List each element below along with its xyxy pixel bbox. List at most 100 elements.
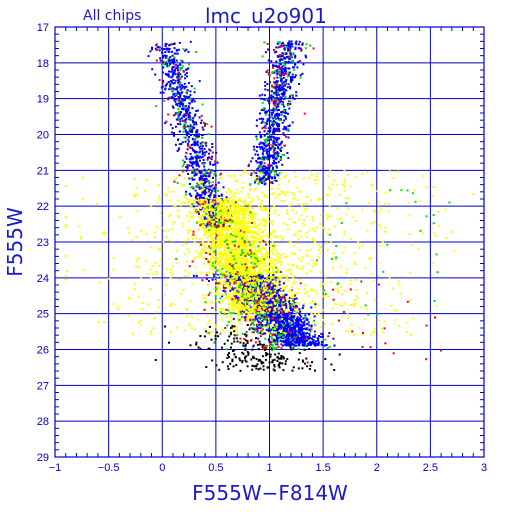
data-point — [264, 81, 267, 84]
data-point — [252, 214, 255, 217]
data-point — [203, 209, 206, 211]
data-point — [279, 332, 282, 335]
data-point — [272, 311, 275, 314]
data-point — [275, 112, 278, 115]
data-point — [271, 113, 273, 116]
data-point — [185, 133, 188, 135]
data-point — [171, 81, 173, 84]
data-point — [185, 166, 188, 169]
data-point — [278, 84, 281, 87]
data-point — [168, 75, 171, 78]
data-point — [241, 361, 244, 364]
data-point — [273, 152, 276, 155]
data-point — [248, 300, 251, 302]
data-point — [221, 243, 224, 246]
data-point — [256, 363, 259, 366]
data-point — [192, 120, 195, 123]
data-point — [179, 63, 182, 66]
data-point — [176, 90, 179, 93]
data-point — [195, 275, 198, 277]
data-point — [191, 100, 194, 103]
data-point — [262, 170, 265, 172]
data-point — [274, 296, 277, 299]
data-point — [264, 182, 267, 185]
data-point — [295, 333, 298, 336]
data-point — [222, 234, 225, 237]
data-point — [170, 61, 173, 64]
data-point — [235, 337, 238, 340]
data-point — [241, 247, 244, 250]
data-point — [259, 147, 262, 150]
data-point — [278, 137, 281, 140]
data-point — [230, 306, 233, 309]
data-point — [173, 82, 176, 85]
data-point — [275, 137, 278, 140]
data-point — [221, 307, 224, 310]
data-point — [210, 169, 213, 172]
data-point — [190, 155, 193, 158]
data-point — [290, 340, 293, 343]
data-point — [302, 265, 305, 267]
data-point — [185, 157, 188, 160]
data-point — [223, 286, 226, 289]
data-point — [206, 237, 209, 240]
data-point — [266, 241, 269, 244]
data-point — [272, 305, 275, 308]
data-point — [243, 244, 246, 247]
data-point — [283, 328, 286, 331]
data-point — [234, 291, 237, 294]
data-point — [295, 326, 298, 329]
data-point — [219, 211, 222, 214]
data-point — [166, 82, 169, 85]
data-point — [287, 60, 290, 63]
data-point — [204, 123, 207, 125]
data-point — [276, 109, 279, 112]
data-point — [297, 331, 300, 334]
data-point — [187, 96, 190, 99]
data-point — [290, 77, 292, 80]
data-point — [272, 65, 275, 68]
data-point — [273, 81, 276, 84]
data-point — [271, 313, 274, 316]
data-point — [290, 268, 293, 271]
data-point — [195, 130, 198, 133]
data-point — [285, 329, 288, 332]
data-point — [244, 253, 247, 256]
data-point — [247, 266, 250, 269]
data-point — [260, 135, 263, 138]
data-point — [236, 313, 239, 316]
data-point — [251, 253, 254, 256]
data-point — [184, 77, 186, 80]
data-point — [211, 189, 213, 192]
data-point — [310, 306, 313, 309]
data-point — [285, 277, 288, 280]
data-point — [178, 143, 181, 146]
data-point — [208, 148, 211, 151]
data-point — [210, 231, 213, 234]
data-point — [297, 342, 300, 345]
data-point — [241, 259, 244, 262]
data-point — [234, 203, 237, 206]
data-point — [227, 242, 230, 245]
data-point — [290, 61, 293, 64]
data-point — [243, 242, 246, 245]
data-point — [178, 83, 181, 86]
data-point — [283, 357, 285, 360]
data-point — [249, 247, 252, 249]
data-point — [275, 46, 278, 49]
data-point — [273, 294, 276, 297]
data-point — [288, 343, 291, 346]
data-point — [276, 76, 279, 79]
data-point — [278, 65, 281, 68]
data-point — [259, 242, 262, 245]
data-point — [241, 212, 244, 215]
data-point — [289, 319, 292, 321]
data-point — [226, 353, 229, 356]
data-point — [296, 66, 299, 69]
data-point — [299, 47, 302, 50]
data-point — [256, 292, 259, 295]
data-point — [242, 214, 245, 217]
data-point — [294, 324, 297, 327]
data-point — [238, 277, 241, 280]
data-point — [263, 168, 266, 171]
